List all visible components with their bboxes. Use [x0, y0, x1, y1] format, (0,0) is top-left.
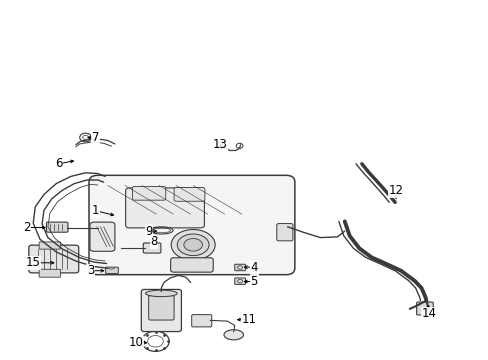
Ellipse shape	[145, 290, 177, 297]
FancyBboxPatch shape	[416, 302, 432, 315]
Text: 2: 2	[23, 221, 31, 234]
Text: 5: 5	[250, 275, 258, 288]
FancyBboxPatch shape	[132, 186, 165, 200]
Text: 7: 7	[91, 131, 99, 144]
Text: 13: 13	[212, 138, 227, 150]
Text: 10: 10	[128, 336, 143, 349]
FancyBboxPatch shape	[191, 315, 211, 327]
FancyBboxPatch shape	[148, 296, 174, 320]
FancyBboxPatch shape	[170, 258, 213, 272]
Ellipse shape	[177, 234, 208, 256]
Text: 11: 11	[242, 313, 256, 326]
FancyBboxPatch shape	[29, 245, 79, 273]
Text: 6: 6	[55, 157, 62, 170]
FancyBboxPatch shape	[39, 242, 61, 249]
FancyBboxPatch shape	[90, 222, 115, 251]
FancyBboxPatch shape	[89, 175, 294, 275]
Text: 12: 12	[388, 184, 403, 197]
Text: 1: 1	[91, 204, 99, 217]
Text: 9: 9	[145, 225, 153, 238]
FancyBboxPatch shape	[105, 267, 118, 274]
FancyBboxPatch shape	[276, 224, 292, 241]
FancyBboxPatch shape	[234, 264, 245, 271]
FancyBboxPatch shape	[141, 289, 181, 332]
Ellipse shape	[171, 230, 215, 260]
FancyBboxPatch shape	[143, 243, 161, 253]
FancyBboxPatch shape	[46, 222, 68, 232]
FancyBboxPatch shape	[174, 188, 204, 201]
Text: 14: 14	[421, 307, 436, 320]
Circle shape	[219, 144, 222, 146]
Text: 15: 15	[26, 256, 41, 269]
Text: 4: 4	[250, 261, 258, 274]
Ellipse shape	[224, 330, 243, 340]
Text: 3: 3	[86, 264, 94, 277]
FancyBboxPatch shape	[39, 269, 61, 277]
FancyBboxPatch shape	[234, 278, 245, 284]
Text: 8: 8	[150, 235, 158, 248]
FancyBboxPatch shape	[125, 188, 204, 228]
Ellipse shape	[183, 238, 202, 251]
